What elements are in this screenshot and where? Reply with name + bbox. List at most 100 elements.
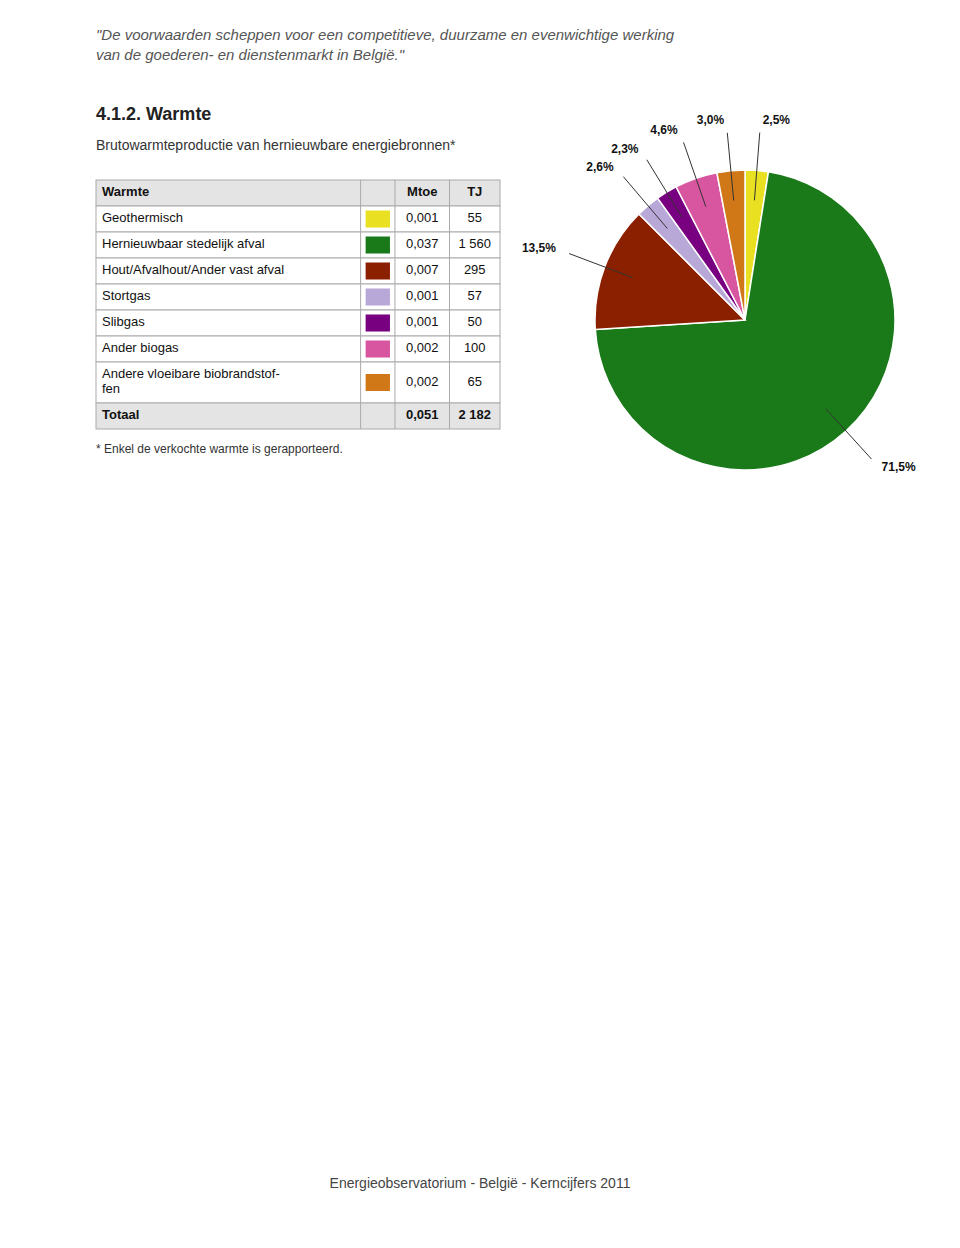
table-divider: [449, 403, 450, 429]
table-value-line: 0,037: [406, 236, 439, 251]
data-label: 2,5%: [763, 113, 791, 127]
pie-slice: [717, 170, 745, 320]
table-category-line: Hout/Afvalhout/Ander vast afval: [102, 262, 284, 277]
table-value-line: 0,001: [406, 210, 439, 225]
label-leader: [727, 133, 733, 201]
color-swatch: [366, 211, 390, 228]
table-value-line: 57: [468, 288, 482, 303]
table-category-line: Stortgas: [102, 288, 151, 303]
table-total-line: 2 182: [458, 407, 491, 422]
table-divider: [394, 232, 395, 258]
table-value-line: 0,002: [406, 374, 439, 389]
color-swatch: [366, 341, 390, 358]
data-label: 4,6%: [650, 123, 678, 137]
table-category-line: Ander biogas: [102, 340, 179, 355]
data-label: 2,6%: [586, 160, 614, 174]
table-header-line: Mtoe: [407, 184, 437, 199]
table-total-line: 0,051: [406, 407, 439, 422]
table-divider: [360, 284, 361, 310]
table-divider: [394, 362, 395, 403]
table-value: 0,001: [406, 288, 439, 303]
table-divider: [394, 310, 395, 336]
label-leader: [754, 133, 759, 201]
table-value-line: 50: [468, 314, 482, 329]
table-value-line: 295: [464, 262, 486, 277]
label-leader: [684, 142, 706, 206]
table-divider: [449, 310, 450, 336]
table-header-line: Warmte: [102, 184, 149, 199]
table-value: 295: [464, 262, 486, 277]
table-divider: [360, 180, 361, 206]
color-swatch: [366, 237, 390, 254]
table-divider: [394, 180, 395, 206]
table-divider: [449, 180, 450, 206]
table-divider: [394, 284, 395, 310]
table-divider: [360, 362, 361, 403]
table-divider: [449, 362, 450, 403]
label-leader: [826, 409, 872, 459]
table-value-line: 65: [468, 374, 482, 389]
table-divider: [394, 258, 395, 284]
table-row: [96, 180, 500, 206]
table-header: Warmte: [102, 184, 149, 199]
quote: "De voorwaarden scheppen voor een compet…: [96, 26, 675, 43]
footnote: * Enkel de verkochte warmte is gerapport…: [96, 442, 343, 456]
color-swatch: [366, 289, 390, 306]
table-row: [96, 310, 500, 336]
table-divider: [449, 232, 450, 258]
table-value: 0,001: [406, 210, 439, 225]
table-divider: [394, 206, 395, 232]
table-category-line: Geothermisch: [102, 210, 183, 225]
table-value: 0,002: [406, 374, 439, 389]
table-value-line: 0,001: [406, 288, 439, 303]
table-value-line: 1 560: [458, 236, 491, 251]
subtitle: Brutowarmteproductie van hernieuwbare en…: [96, 137, 456, 153]
table-row: [96, 403, 500, 429]
table-value: 0,002: [406, 340, 439, 355]
table-value: 1 560: [458, 236, 491, 251]
color-swatch: [366, 315, 390, 332]
table-divider: [449, 336, 450, 362]
source: Energieobservatorium - België - Kerncijf…: [330, 1175, 631, 1191]
table-total: Totaal: [102, 407, 139, 422]
table-category-line: Slibgas: [102, 314, 145, 329]
table-divider: [394, 336, 395, 362]
table-category: Hernieuwbaar stedelijk afval: [102, 236, 265, 251]
table-value: 55: [468, 210, 482, 225]
label-leader: [569, 254, 633, 278]
table-divider: [360, 310, 361, 336]
data-label: 3,0%: [697, 113, 725, 127]
data-label: 13,5%: [522, 241, 556, 255]
table-row: [96, 206, 500, 232]
table-category: Ander biogas: [102, 340, 179, 355]
table-divider: [360, 206, 361, 232]
table-row: [96, 284, 500, 310]
table-value: 50: [468, 314, 482, 329]
pie-labels: 2,5%71,5%13,5%2,6%2,3%4,6%3,0%: [522, 113, 916, 474]
table-row: [96, 336, 500, 362]
quote: van de goederen- en dienstenmarkt in Bel…: [96, 46, 405, 63]
label-leader: [647, 160, 683, 218]
table-category-line: Andere vloeibare biobrandstof-: [102, 366, 280, 381]
table-value-line: 100: [464, 340, 486, 355]
table-divider: [360, 336, 361, 362]
table-total: 0,051: [406, 407, 439, 422]
table-divider: [360, 258, 361, 284]
table-divider: [449, 258, 450, 284]
color-swatch: [366, 263, 390, 280]
table-divider: [449, 284, 450, 310]
table-total: 2 182: [458, 407, 491, 422]
table-divider: [360, 232, 361, 258]
table-row: [96, 362, 500, 403]
data-label: 71,5%: [882, 460, 916, 474]
table-header: Mtoe: [407, 184, 437, 199]
title: 4.1.2. Warmte: [96, 104, 211, 124]
table-category-line: fen: [102, 381, 120, 396]
table-divider: [394, 403, 395, 429]
table-value-line: 0,002: [406, 340, 439, 355]
table-value: 65: [468, 374, 482, 389]
table: WarmteMtoeTJGeothermisch0,00155Hernieuwb…: [96, 180, 500, 429]
table-value: 0,007: [406, 262, 439, 277]
table-total-line: Totaal: [102, 407, 139, 422]
table-value: 100: [464, 340, 486, 355]
